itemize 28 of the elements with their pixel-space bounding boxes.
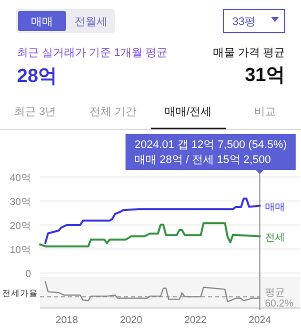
line-series xyxy=(44,198,261,244)
x-tick-label: 2024 xyxy=(248,315,272,326)
text: 최근 3년 xyxy=(14,106,56,118)
x-tick-label: 2020 xyxy=(120,315,143,326)
text: 2024.01 갭 12억 7,500 (54.5%) xyxy=(134,139,287,151)
text: 전체 기간 xyxy=(89,106,137,118)
y-tick-label: 40억 xyxy=(10,173,31,184)
series-label: 매매 xyxy=(265,202,285,213)
text: 매물 가격 평균 xyxy=(212,47,285,59)
text: 33평 xyxy=(232,16,256,28)
text: 비교 xyxy=(254,106,276,118)
ref-line-label: 평균 60.2% xyxy=(265,288,294,310)
text: 매매/전세 xyxy=(164,106,212,118)
y-tick-label: 20억 xyxy=(10,221,31,232)
y-axis-title: 전세가율 xyxy=(2,288,38,298)
y-tick-label: 30억 xyxy=(10,197,31,208)
x-tick-label: 2022 xyxy=(184,315,208,326)
y-tick-label: 10억 xyxy=(10,245,31,256)
text: 28억 xyxy=(17,66,58,87)
text: 매매 xyxy=(31,16,53,28)
text: 최근 실거래가 기준 1개월 평균 xyxy=(17,47,168,59)
text: 31억 xyxy=(244,65,285,86)
text: 매매 28억 / 전세 15억 2,500 xyxy=(134,154,271,166)
series-label: 전세 xyxy=(265,232,285,244)
text: 전월세 xyxy=(74,16,108,28)
y-tick-label: 0 xyxy=(25,269,32,280)
x-tick-label: 2018 xyxy=(56,315,78,326)
line-series xyxy=(39,222,261,248)
